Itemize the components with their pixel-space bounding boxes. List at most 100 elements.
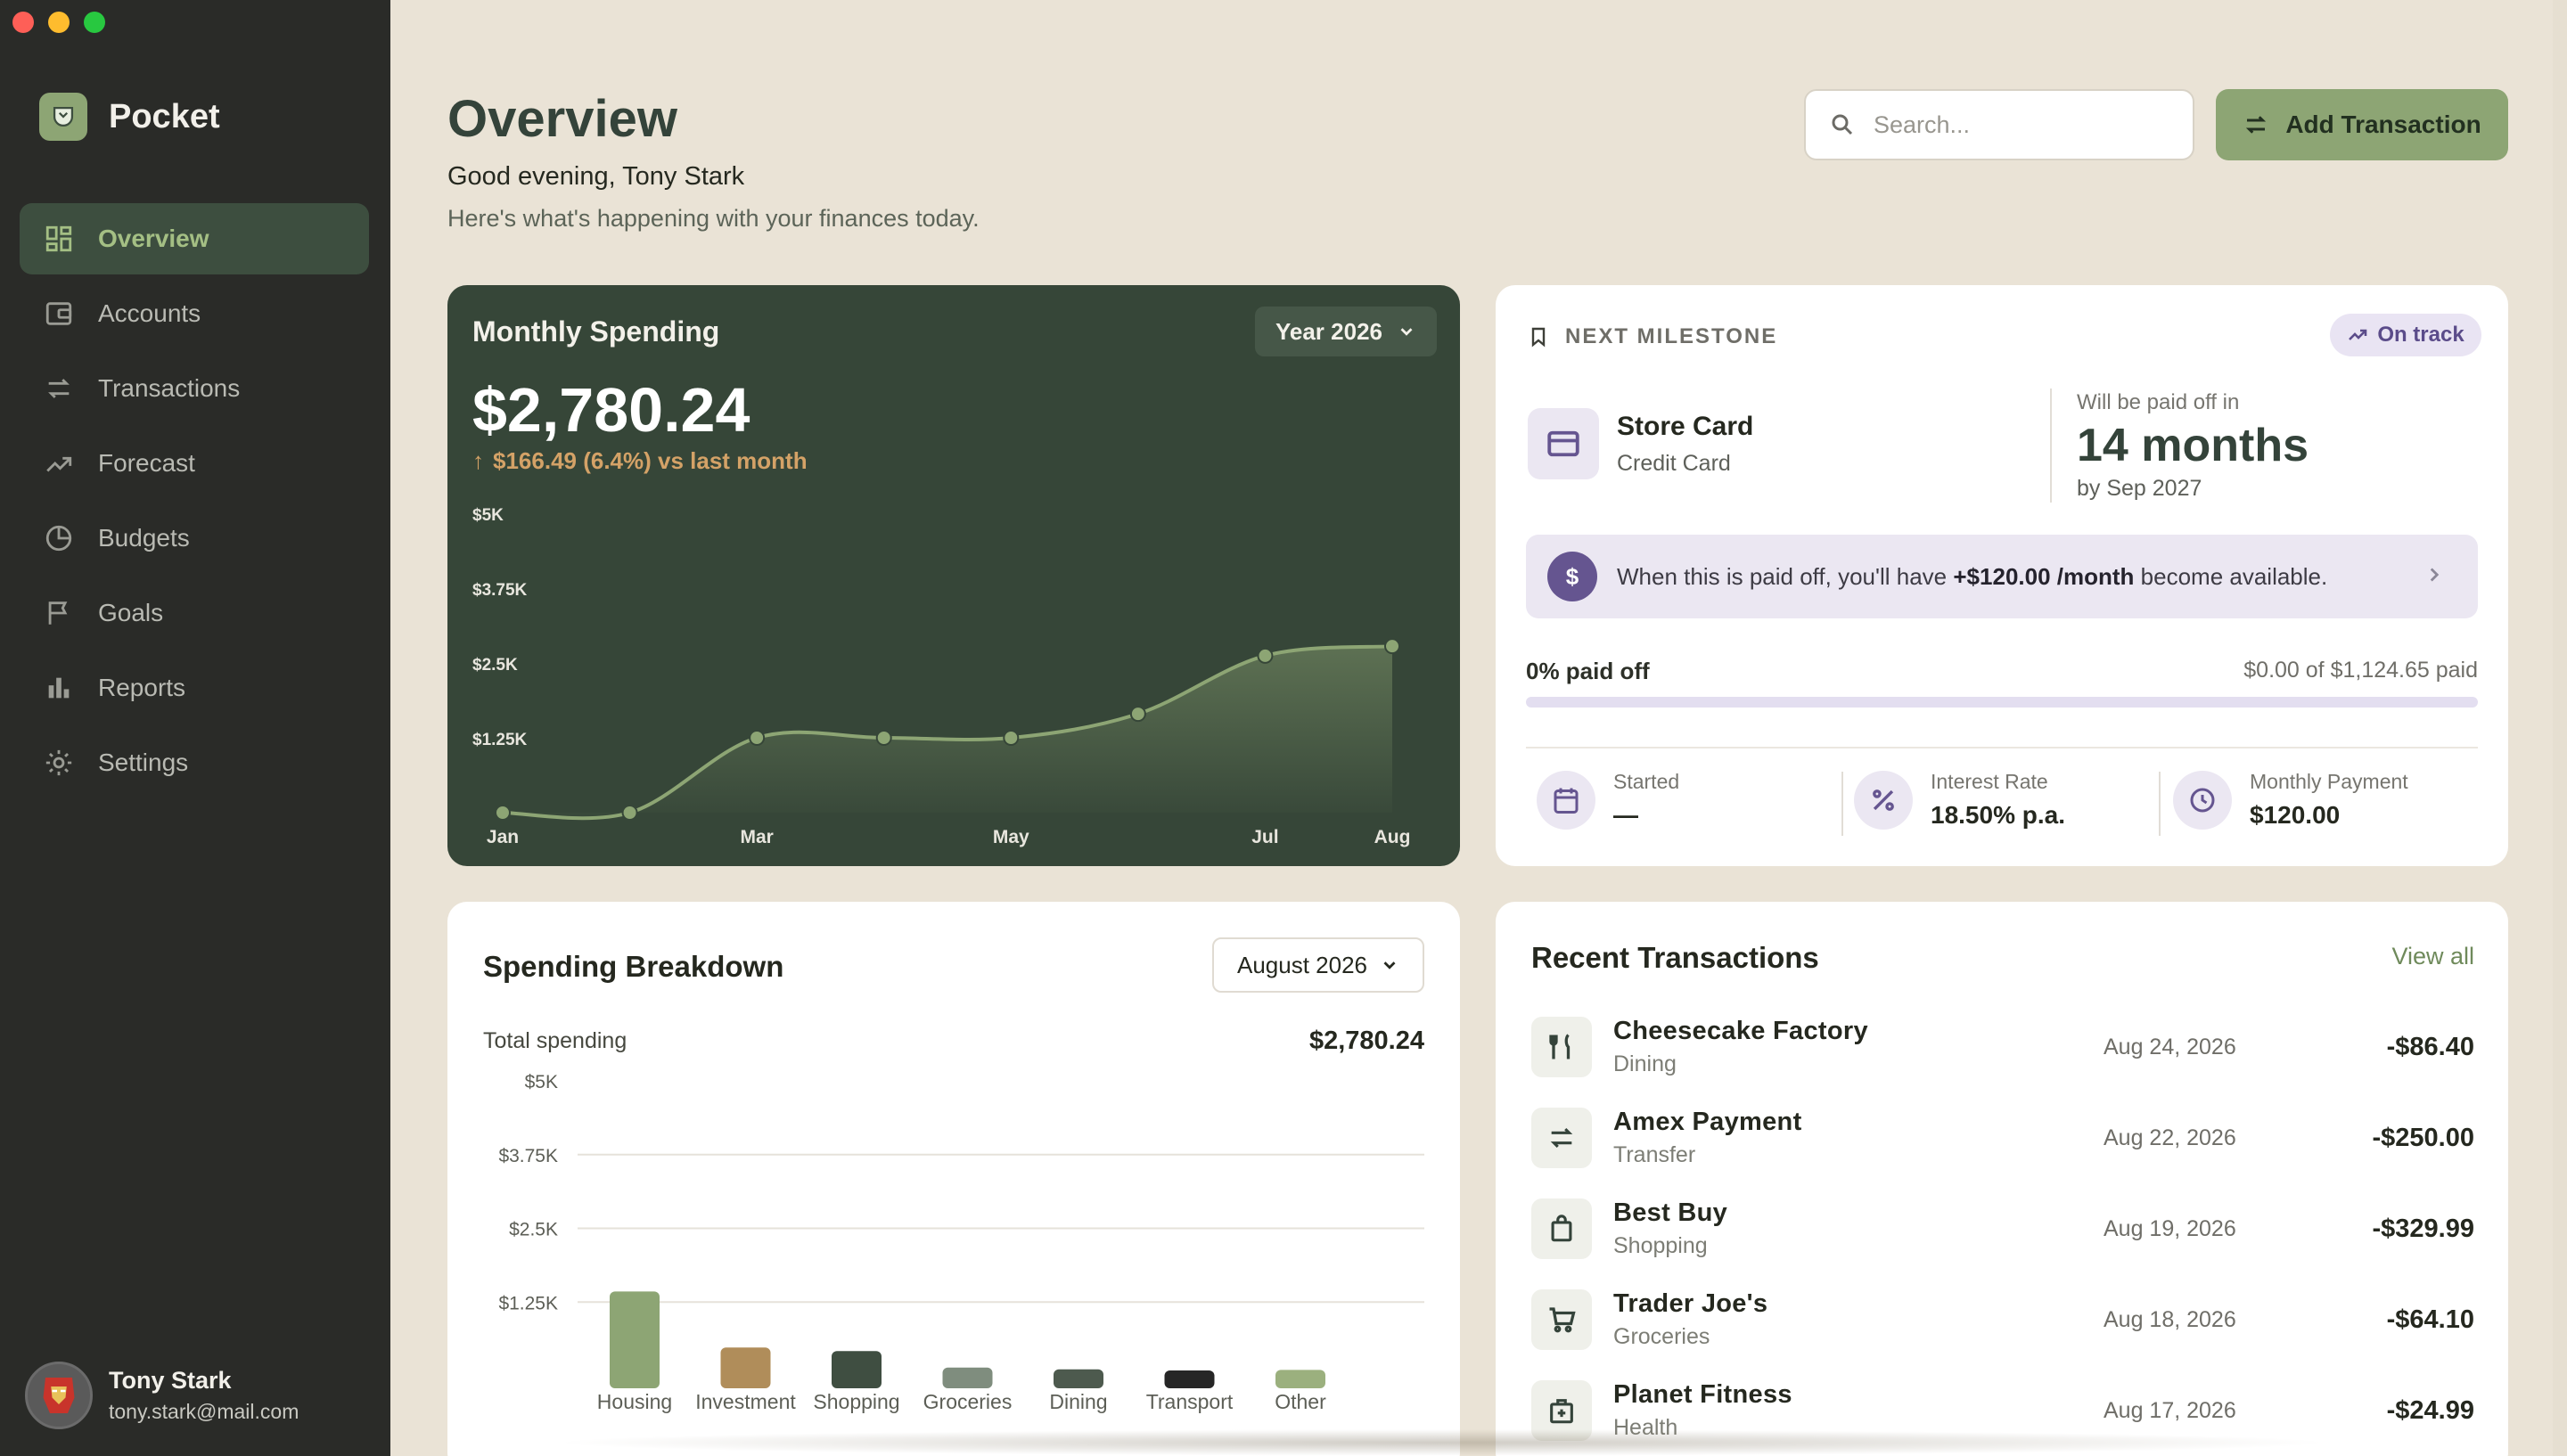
bar-groceries bbox=[942, 1367, 993, 1388]
milestone-account-type: Credit Card bbox=[1617, 451, 1731, 476]
y-tick-label: $2.5K bbox=[509, 1220, 558, 1240]
sidebar-item-transactions[interactable]: Transactions bbox=[20, 353, 369, 424]
sidebar-item-budgets[interactable]: Budgets bbox=[20, 503, 369, 574]
stat-value: 18.50% p.a. bbox=[1931, 801, 2065, 829]
sidebar-item-settings[interactable]: Settings bbox=[20, 727, 369, 798]
utensils-icon bbox=[1531, 1017, 1592, 1077]
x-tick-label: Jan bbox=[487, 827, 519, 847]
y-tick-label: $1.25K bbox=[472, 731, 528, 749]
transaction-row[interactable]: Cheesecake Factory Dining Aug 24, 2026 -… bbox=[1531, 1002, 2474, 1092]
y-tick-label: $2.5K bbox=[472, 656, 518, 675]
sidebar-item-forecast[interactable]: Forecast bbox=[20, 428, 369, 499]
sidebar-item-overview[interactable]: Overview bbox=[20, 203, 369, 274]
transaction-row[interactable]: Amex Payment Transfer Aug 22, 2026 -$250… bbox=[1531, 1092, 2474, 1183]
sidebar-item-label: Reports bbox=[98, 674, 186, 701]
calendar-icon bbox=[1537, 770, 1595, 830]
main-content: Overview Good evening, Tony Stark Here's… bbox=[390, 0, 2567, 1456]
window-minimize-button[interactable] bbox=[48, 12, 70, 33]
dollar-icon: $ bbox=[1547, 552, 1597, 601]
on-track-text: On track bbox=[2377, 323, 2464, 347]
data-point bbox=[1129, 706, 1146, 723]
year-select[interactable]: Year 2026 bbox=[1255, 307, 1437, 356]
monthly-spending-change-text: $166.49 (6.4%) vs last month bbox=[493, 447, 808, 474]
milestone-account-name: Store Card bbox=[1617, 412, 1754, 441]
pocket-logo-icon bbox=[39, 93, 87, 141]
bar-transport bbox=[1164, 1370, 1215, 1388]
next-milestone-card: NEXT MILESTONE On track Store Card Credi… bbox=[1496, 285, 2508, 866]
monthly-spending-chart: $5K $3.75K $2.5K $1.25K Jan Mar May Jul Aug bbox=[472, 506, 1410, 847]
transaction-row[interactable]: Trader Joe's Groceries Aug 18, 2026 -$64… bbox=[1531, 1274, 2474, 1365]
window-zoom-button[interactable] bbox=[84, 12, 105, 33]
transaction-category: Dining bbox=[1613, 1051, 1677, 1076]
sidebar-item-label: Goals bbox=[98, 599, 164, 626]
sidebar-item-label: Overview bbox=[98, 225, 209, 252]
sidebar-item-reports[interactable]: Reports bbox=[20, 652, 369, 724]
month-select-value: August 2026 bbox=[1236, 951, 1367, 978]
x-tick-label: Shopping bbox=[813, 1390, 899, 1413]
transaction-amount: -$86.40 bbox=[2386, 1032, 2474, 1061]
y-tick-label: $5K bbox=[472, 506, 504, 525]
app-name: Pocket bbox=[109, 97, 220, 135]
x-tick-label: Housing bbox=[597, 1390, 672, 1413]
transaction-name: Amex Payment bbox=[1613, 1108, 1802, 1136]
user-name: Tony Stark bbox=[109, 1367, 232, 1394]
sidebar-item-label: Settings bbox=[98, 748, 189, 776]
transfer-icon bbox=[2243, 111, 2269, 138]
x-tick-label: Dining bbox=[1049, 1390, 1107, 1413]
stat-value: — bbox=[1613, 801, 1638, 829]
shopping-bag-icon bbox=[1531, 1198, 1592, 1259]
bar-dining bbox=[1054, 1369, 1103, 1388]
transaction-name: Trader Joe's bbox=[1613, 1289, 1768, 1318]
spending-breakdown-chart: $5K $3.75K $2.5K $1.25K Housing Investment Sho… bbox=[498, 1072, 1424, 1413]
search-icon bbox=[1829, 111, 1856, 138]
spending-breakdown-card: $5K $3.75K $2.5K $1.25K Housing Investment Sho… bbox=[447, 902, 1460, 1456]
window-close-button[interactable] bbox=[12, 12, 34, 33]
cart-icon bbox=[1531, 1289, 1592, 1350]
divider bbox=[2050, 389, 2052, 503]
transaction-date: Aug 24, 2026 bbox=[2104, 1034, 2236, 1059]
scrollbar-track[interactable] bbox=[2553, 0, 2567, 1456]
y-tick-label: $3.75K bbox=[472, 581, 528, 600]
stat-interest-rate: Interest Rate 18.50% p.a. bbox=[1854, 770, 2065, 830]
sidebar-item-label: Transactions bbox=[98, 374, 241, 402]
chevron-down-icon bbox=[1397, 322, 1416, 341]
transaction-category: Health bbox=[1613, 1415, 1678, 1440]
bar-housing bbox=[610, 1291, 660, 1388]
brand: Pocket bbox=[39, 93, 220, 141]
x-tick-label: Other bbox=[1275, 1390, 1326, 1413]
sidebar-item-label: Budgets bbox=[98, 524, 190, 552]
data-point bbox=[749, 730, 766, 746]
stat-label: Monthly Payment bbox=[2250, 770, 2408, 793]
data-point bbox=[1384, 638, 1400, 655]
sidebar-item-accounts[interactable]: Accounts bbox=[20, 278, 369, 349]
sidebar-item-goals[interactable]: Goals bbox=[20, 577, 369, 649]
add-transaction-button[interactable]: Add Transaction bbox=[2216, 89, 2508, 160]
month-select[interactable]: August 2026 bbox=[1212, 937, 1424, 993]
view-all-link[interactable]: View all bbox=[2391, 943, 2474, 969]
sidebar-nav: Overview Accounts Transactions Forecast … bbox=[20, 203, 369, 802]
total-spending-value: $2,780.24 bbox=[1308, 1027, 1424, 1055]
user-profile[interactable]: Tony Stark tony.stark@mail.com bbox=[25, 1362, 299, 1429]
trend-icon bbox=[43, 447, 75, 479]
sidebar: Pocket Overview Accounts Transactions Fo… bbox=[0, 0, 390, 1456]
credit-card-icon bbox=[1528, 408, 1599, 479]
y-tick-label: $3.75K bbox=[498, 1146, 558, 1166]
x-tick-label: Transport bbox=[1146, 1390, 1234, 1413]
transfer-icon bbox=[43, 372, 75, 405]
data-point bbox=[1257, 647, 1274, 664]
transaction-row[interactable]: Best Buy Shopping Aug 19, 2026 -$329.99 bbox=[1531, 1183, 2474, 1274]
banner-text-amount: +$120.00 /month bbox=[1953, 562, 2135, 590]
y-tick-label: $5K bbox=[525, 1072, 558, 1092]
stat-label: Interest Rate bbox=[1931, 770, 2048, 793]
milestone-label: NEXT MILESTONE bbox=[1528, 324, 1777, 349]
percent-icon bbox=[1854, 770, 1913, 830]
data-point bbox=[875, 730, 892, 746]
search-input[interactable] bbox=[1874, 110, 2177, 139]
transaction-row[interactable]: Planet Fitness Health Aug 17, 2026 -$24.… bbox=[1531, 1365, 2474, 1456]
transaction-name: Cheesecake Factory bbox=[1613, 1017, 1868, 1045]
transfer-icon bbox=[1531, 1108, 1592, 1168]
arrow-up-icon: ↑ bbox=[472, 447, 484, 474]
bar-other bbox=[1275, 1370, 1325, 1388]
search-box[interactable] bbox=[1804, 89, 2194, 160]
milestone-banner[interactable]: $ When this is paid off, you'll have +$1… bbox=[1526, 535, 2478, 618]
